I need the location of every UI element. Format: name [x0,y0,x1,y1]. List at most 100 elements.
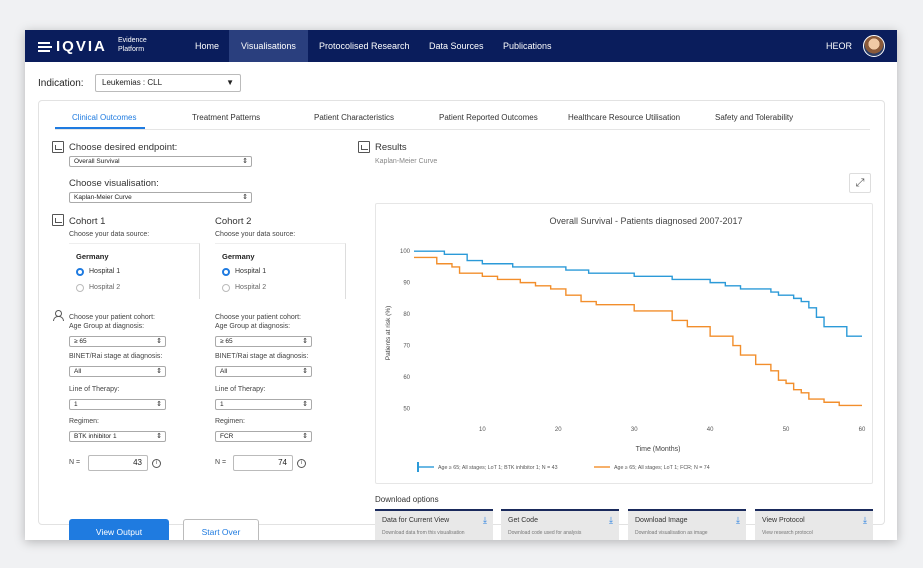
cohort-2-hospital-2-radio[interactable] [222,284,230,292]
cohort-2-country: Germany [222,252,255,261]
cohort-1-country: Germany [76,252,109,261]
cohort-1-lot-select[interactable]: 1 ⇕ [69,399,166,410]
series-1-line [414,250,862,337]
cohort-1-age-select[interactable]: ≥ 65 ⇕ [69,336,166,347]
cohort-1-regimen-value: BTK inhibitor 1 [74,433,117,440]
cohort-1-regimen-label: Regimen: [69,418,99,425]
cohort-1-hospital-1-radio[interactable] [76,268,84,276]
y-axis-label: Patients at risk (%) [385,306,392,361]
main-panel: Clinical Outcomes Treatment Patterns Pat… [38,100,885,540]
nav-data-sources[interactable]: Data Sources [429,41,484,51]
cohort-1-cohort-label: Choose your patient cohort: [69,314,155,321]
cohort-1-regimen-select[interactable]: BTK inhibitor 1 ⇕ [69,431,166,442]
download-data-card[interactable]: Data for Current View Download data from… [375,509,493,540]
caret-down-icon: ▼ [226,78,234,87]
cohort-2-age-select[interactable]: ≥ 65 ⇕ [215,336,312,347]
download-data-title: Data for Current View [382,517,450,524]
cohort-2-regimen-value: FCR [220,433,234,440]
chart-container: Overall Survival - Patients diagnosed 20… [375,203,873,484]
cohort-1-source-card: Germany Hospital 1 Hospital 2 [69,243,200,299]
cohort-1-binet-value: All [74,368,82,375]
person-icon [53,310,64,321]
legend-series-2: Age ≥ 65; All stages; LoT 1; FCR; N = 74 [614,465,710,471]
tab-healthcare-resource-utilisation[interactable]: Healthcare Resource Utilisation [568,113,681,122]
logo-sub-line-1: Evidence [118,37,147,44]
cohort-2-age-value: ≥ 65 [220,338,233,345]
select-arrows-icon: ⇕ [156,401,162,408]
results-subtitle: Kaplan-Meier Curve [375,158,438,165]
cohort-1-n-label: N = [69,459,81,466]
cohort-1-age-label: Age Group at diagnosis: [69,323,145,330]
tab-patient-reported-outcomes[interactable]: Patient Reported Outcomes [439,113,538,122]
nav-protocolised-research[interactable]: Protocolised Research [319,41,410,51]
download-arrow-icon: ⤓ [483,515,487,525]
cohort-2-regimen-label: Regimen: [215,418,245,425]
info-icon[interactable]: i [152,459,161,468]
cohort-2-lot-select[interactable]: 1 ⇕ [215,399,312,410]
top-navigation: IQVIA Evidence Platform Home Visualisati… [25,30,897,62]
logo-subtitle: Evidence Platform [118,36,147,54]
nav-visualisations[interactable]: Visualisations [229,30,308,62]
get-code-title: Get Code [508,517,538,524]
view-protocol-card[interactable]: View Protocol View research protocol ⤓ [755,509,873,540]
expand-icon[interactable]: ⤢ [849,173,871,193]
visualisation-label: Choose visualisation: [69,178,159,189]
endpoint-value: Overall Survival [74,158,120,165]
nav-home[interactable]: Home [195,41,220,51]
download-arrow-icon: ⤓ [863,515,867,525]
iqvia-logo[interactable]: IQVIA [38,38,107,55]
app-window: IQVIA Evidence Platform Home Visualisati… [25,30,897,540]
logo-sub-line-2: Platform [118,46,145,53]
cohort-1-lot-label: Line of Therapy: [69,386,120,393]
tab-clinical-outcomes[interactable]: Clinical Outcomes [72,113,137,122]
x-tick-label: 20 [555,427,562,433]
y-tick-label: 60 [403,375,410,381]
cohort-2-hospital-1-radio[interactable] [222,268,230,276]
user-avatar[interactable] [863,35,885,57]
start-over-button[interactable]: Start Over [183,519,259,540]
active-tab-indicator [55,127,145,129]
cohort-1-source-label: Choose your data source: [69,231,150,238]
select-arrows-icon: ⇕ [156,433,162,440]
select-arrows-icon: ⇕ [302,338,308,345]
indication-select[interactable]: Leukemias : CLL ▼ [95,74,241,92]
cohort-1-hospital-2-radio[interactable] [76,284,84,292]
x-tick-label: 30 [631,427,638,433]
view-output-button[interactable]: View Output [69,519,169,540]
results-title: Results [375,142,407,153]
select-arrows-icon: ⇕ [156,338,162,345]
y-tick-label: 100 [400,249,411,255]
series-2-line [414,256,862,407]
logo-lines-icon [38,41,52,52]
chart-title: Overall Survival - Patients diagnosed 20… [549,216,742,226]
y-tick-label: 50 [403,407,410,413]
download-data-desc: Download data from this visualisation [382,530,465,536]
select-arrows-icon: ⇕ [156,368,162,375]
results-chart-icon [358,141,370,153]
tab-divider [55,129,870,130]
x-tick-label: 50 [783,427,790,433]
cohort-2-regimen-select[interactable]: FCR ⇕ [215,431,312,442]
download-options-title: Download options [375,495,439,504]
tab-patient-characteristics[interactable]: Patient Characteristics [314,113,395,122]
visualisation-select[interactable]: Kaplan-Meier Curve ⇕ [69,192,252,203]
tab-safety-and-tolerability[interactable]: Safety and Tolerability [715,113,794,122]
x-axis-label: Time (Months) [636,446,681,453]
nav-heor[interactable]: HEOR [825,41,852,51]
select-arrows-icon: ⇕ [242,158,248,165]
cohort-2-binet-select[interactable]: All ⇕ [215,366,312,377]
info-icon[interactable]: i [297,459,306,468]
kaplan-meier-chart: Overall Survival - Patients diagnosed 20… [385,216,866,472]
nav-publications[interactable]: Publications [503,41,552,51]
logo-word: IQVIA [56,38,107,55]
cohort-1-hospital-2-label: Hospital 2 [89,284,121,291]
endpoint-select[interactable]: Overall Survival ⇕ [69,156,252,167]
cohort-2-source-label: Choose your data source: [215,231,296,238]
cohort-2-cohort-label: Choose your patient cohort: [215,314,301,321]
cohort-1-n-value: 43 [88,455,148,471]
download-image-card[interactable]: Download Image Download visualisation as… [628,509,746,540]
cohort-2-n-value: 74 [233,455,293,471]
tab-treatment-patterns[interactable]: Treatment Patterns [192,113,261,122]
cohort-1-binet-select[interactable]: All ⇕ [69,366,166,377]
get-code-card[interactable]: Get Code Download code used for analysis… [501,509,619,540]
